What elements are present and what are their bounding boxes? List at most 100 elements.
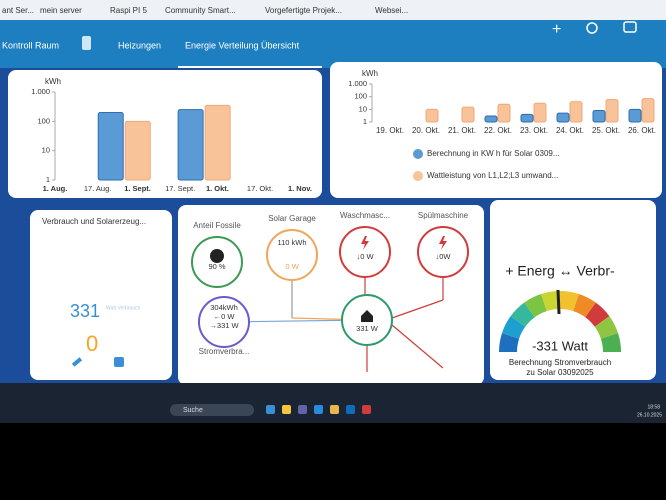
gauge-segment bbox=[572, 293, 596, 318]
bookmark-bar bbox=[0, 0, 666, 20]
tab-icon bbox=[82, 36, 91, 50]
x-tick-label: 1. Aug. bbox=[43, 184, 68, 193]
taskbar-app[interactable] bbox=[266, 405, 275, 414]
clock-date: 26.10.2025 bbox=[637, 412, 662, 418]
x-tick-label: 23. Okt. bbox=[520, 126, 548, 135]
card bbox=[30, 210, 172, 380]
flow-line bbox=[391, 324, 444, 369]
x-tick-label: 17. Sept. bbox=[165, 184, 195, 193]
y-tick-label: 10 bbox=[359, 104, 367, 113]
card bbox=[330, 62, 662, 198]
taskbar-app[interactable] bbox=[362, 405, 371, 414]
bar bbox=[124, 120, 151, 181]
flow-value: →331 W bbox=[209, 321, 239, 330]
card bbox=[178, 205, 484, 385]
gauge-segment bbox=[594, 316, 619, 340]
bar bbox=[177, 109, 204, 181]
bookmark[interactable]: mein server bbox=[40, 6, 82, 15]
flow-value: 304kWh bbox=[210, 303, 238, 312]
nav-tab[interactable]: Kontroll Raum bbox=[2, 40, 59, 50]
gauge-segment bbox=[585, 302, 610, 327]
bar bbox=[461, 106, 475, 123]
add-icon[interactable]: + bbox=[552, 21, 561, 38]
gauge-segment bbox=[499, 333, 520, 353]
bookmark[interactable]: Websei... bbox=[375, 6, 408, 15]
y-tick-label: 1.000 bbox=[348, 79, 367, 88]
x-tick-label: 25. Okt. bbox=[592, 126, 620, 135]
search-label[interactable]: Suche bbox=[183, 407, 203, 414]
taskbar bbox=[0, 383, 666, 423]
taskbar-app[interactable] bbox=[346, 405, 355, 414]
bar bbox=[425, 108, 439, 123]
y-tick-label: 1.000 bbox=[31, 87, 50, 96]
gauge-segment bbox=[510, 302, 535, 327]
flow-value: 90 % bbox=[208, 262, 225, 271]
gauge-segment bbox=[559, 291, 579, 312]
assist-icon[interactable] bbox=[623, 21, 637, 33]
y-axis-label: kWh bbox=[45, 77, 61, 86]
gauge-value: -331 Watt bbox=[532, 338, 588, 353]
flow-label: Solar Garage bbox=[268, 214, 316, 223]
bookmark[interactable]: ant Ser... bbox=[2, 6, 34, 15]
x-tick-label: 21. Okt. bbox=[448, 126, 476, 135]
gauge-title: + Energ ↔ Verbr- bbox=[505, 263, 615, 279]
search-box[interactable] bbox=[170, 404, 254, 416]
nav-tab[interactable]: Heizungen bbox=[118, 40, 161, 50]
flow-line bbox=[391, 299, 444, 319]
bar bbox=[569, 101, 583, 123]
x-tick-label: 20. Okt. bbox=[412, 126, 440, 135]
flow-value: 110 kWh bbox=[277, 238, 306, 247]
flow-node bbox=[266, 229, 318, 281]
bar bbox=[484, 115, 498, 123]
gauge-segment bbox=[600, 333, 621, 353]
taskbar-app[interactable] bbox=[282, 405, 291, 414]
taskbar-app[interactable] bbox=[330, 405, 339, 414]
legend-swatch bbox=[413, 149, 423, 159]
x-tick-label: 1. Nov. bbox=[288, 184, 312, 193]
taskbar-app[interactable] bbox=[298, 405, 307, 414]
gauge-needle bbox=[556, 289, 561, 315]
legend-label: Wattleistung von L1,L2;L3 umwand... bbox=[427, 171, 558, 180]
x-tick-label: 19. Okt. bbox=[376, 126, 404, 135]
bar bbox=[520, 113, 534, 123]
flow-value: ←0 W bbox=[214, 312, 236, 321]
y-tick-label: 100 bbox=[354, 92, 367, 101]
bar bbox=[497, 103, 511, 123]
bar bbox=[204, 104, 231, 181]
flow-value: ↓0 W bbox=[356, 252, 374, 261]
taskbar-app[interactable] bbox=[314, 405, 323, 414]
bar bbox=[641, 98, 655, 123]
clock-time: 18:58 bbox=[647, 404, 660, 410]
y-tick-label: 10 bbox=[42, 146, 50, 155]
x-tick-label: 26. Okt. bbox=[628, 126, 656, 135]
legend-swatch bbox=[413, 171, 423, 181]
x-tick-label: 22. Okt. bbox=[484, 126, 512, 135]
bar bbox=[605, 98, 619, 123]
bar bbox=[97, 112, 124, 181]
bar bbox=[556, 112, 570, 123]
bar bbox=[533, 102, 547, 123]
gauge-segment bbox=[541, 291, 561, 312]
x-tick-label: 17. Aug. bbox=[84, 184, 112, 193]
solar-value: 0 bbox=[86, 331, 98, 356]
flow-value: ↓0W bbox=[436, 252, 452, 261]
icon bbox=[71, 357, 83, 367]
search-icon[interactable] bbox=[586, 22, 598, 34]
nav-tab[interactable]: Energie Verteilung Übersicht bbox=[185, 40, 300, 50]
flow-value: 0 W bbox=[285, 262, 299, 271]
bookmark[interactable]: Vorgefertigte Projek... bbox=[265, 6, 342, 15]
flow-label: Waschmasc... bbox=[340, 211, 390, 220]
bar bbox=[628, 108, 642, 123]
y-tick-label: 1 bbox=[46, 175, 50, 184]
x-tick-label: 24. Okt. bbox=[556, 126, 584, 135]
bookmark[interactable]: Community Smart... bbox=[165, 6, 236, 15]
bookmark[interactable]: Raspi PI 5 bbox=[110, 6, 147, 15]
x-tick-label: 1. Okt. bbox=[206, 184, 229, 193]
bar bbox=[592, 110, 606, 123]
y-axis-label: kWh bbox=[362, 69, 378, 78]
gauge-subtitle: Berechnung Stromverbrauch bbox=[509, 358, 611, 367]
flow-node bbox=[339, 226, 391, 278]
flow-node bbox=[198, 296, 250, 348]
